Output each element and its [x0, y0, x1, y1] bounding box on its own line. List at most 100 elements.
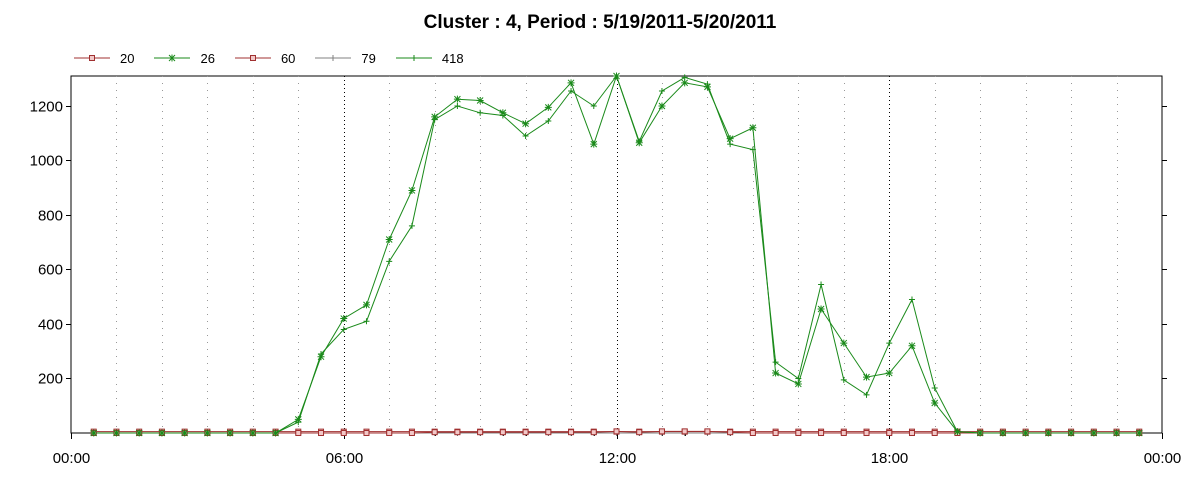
data-point	[522, 120, 530, 128]
data-point	[545, 429, 552, 436]
data-point	[840, 430, 847, 436]
data-point	[454, 102, 461, 109]
data-point	[499, 429, 506, 436]
data-point	[908, 430, 915, 436]
data-point	[453, 95, 461, 103]
chart-legend: 20 26 60 79 418	[72, 48, 482, 68]
data-point	[1067, 429, 1075, 437]
legend-item-20: 20	[72, 51, 134, 66]
data-point	[681, 79, 689, 87]
data-point	[953, 428, 961, 436]
data-point	[522, 132, 529, 139]
data-point	[431, 429, 438, 436]
y-tick-label: 400	[38, 317, 63, 334]
chart-title: Cluster : 4, Period : 5/19/2011-5/20/201…	[423, 12, 777, 33]
y-tick-label: 1000	[30, 153, 63, 170]
data-point	[794, 380, 802, 388]
data-point	[976, 429, 984, 437]
data-point	[704, 428, 711, 435]
legend-swatch	[395, 55, 432, 61]
data-point	[908, 342, 916, 350]
y-tick-label: 600	[38, 262, 63, 279]
data-point	[318, 430, 325, 436]
legend-swatch	[74, 55, 110, 61]
data-point	[772, 430, 779, 436]
series-26	[90, 72, 1143, 437]
data-point	[272, 429, 280, 437]
data-point	[818, 281, 825, 288]
data-point	[635, 139, 643, 147]
data-point	[568, 87, 575, 94]
data-point	[658, 102, 666, 110]
data-point	[1135, 429, 1143, 437]
data-point	[135, 429, 143, 437]
data-point	[340, 326, 347, 333]
data-point	[931, 399, 939, 407]
data-point	[613, 72, 620, 80]
x-tick-label: 00:00	[1144, 450, 1182, 467]
data-point	[385, 236, 393, 244]
x-tick-label: 18:00	[871, 450, 909, 467]
data-point	[931, 385, 938, 392]
data-point	[818, 430, 825, 436]
data-point	[658, 428, 665, 435]
data-point	[885, 369, 893, 377]
data-point	[431, 113, 439, 121]
data-point	[477, 109, 484, 116]
legend-marker	[410, 55, 417, 61]
x-tick-label: 00:00	[53, 450, 91, 467]
data-point	[408, 222, 415, 229]
data-point	[317, 353, 325, 361]
data-point	[90, 429, 98, 437]
data-point	[545, 117, 552, 124]
data-point	[522, 429, 529, 436]
plot-frame	[70, 75, 1163, 434]
data-point	[590, 429, 597, 436]
y-tick-label: 800	[38, 208, 63, 225]
data-point	[340, 315, 348, 323]
data-point	[226, 429, 234, 437]
data-point	[681, 428, 688, 435]
legend-swatch	[154, 54, 191, 62]
legend-marker	[168, 54, 176, 62]
data-point	[340, 430, 347, 436]
data-point	[544, 103, 552, 111]
legend-item-60: 60	[233, 51, 295, 66]
y-tick-label: 200	[38, 371, 63, 388]
legend-swatch	[315, 55, 352, 61]
y-tick-label: 1200	[30, 99, 63, 116]
data-point	[249, 429, 257, 437]
data-point	[1044, 429, 1052, 437]
data-point	[749, 124, 757, 132]
data-point	[476, 97, 484, 105]
data-point	[477, 429, 484, 436]
data-point	[1090, 429, 1098, 437]
data-point	[203, 429, 211, 437]
data-point	[613, 428, 620, 435]
data-point	[590, 140, 598, 148]
data-point	[568, 429, 575, 436]
data-point	[749, 430, 756, 436]
data-point	[408, 430, 415, 436]
data-point	[886, 430, 893, 436]
data-point	[817, 305, 825, 313]
data-point	[112, 429, 120, 437]
data-point	[408, 186, 416, 194]
data-point	[863, 391, 870, 398]
data-point	[727, 429, 734, 436]
legend-item-26: 26	[152, 51, 215, 66]
legend-item-418: 418	[394, 51, 464, 66]
data-point	[499, 109, 507, 117]
data-point	[795, 430, 802, 436]
data-point	[294, 415, 302, 423]
data-point	[363, 430, 370, 436]
data-point	[590, 102, 597, 109]
data-point	[999, 429, 1007, 437]
legend-label: 60	[280, 50, 296, 66]
data-point	[703, 83, 711, 91]
data-point	[931, 430, 938, 436]
data-point	[840, 339, 848, 347]
legend-label: 418	[441, 50, 464, 66]
legend-item-79: 79	[313, 51, 376, 66]
